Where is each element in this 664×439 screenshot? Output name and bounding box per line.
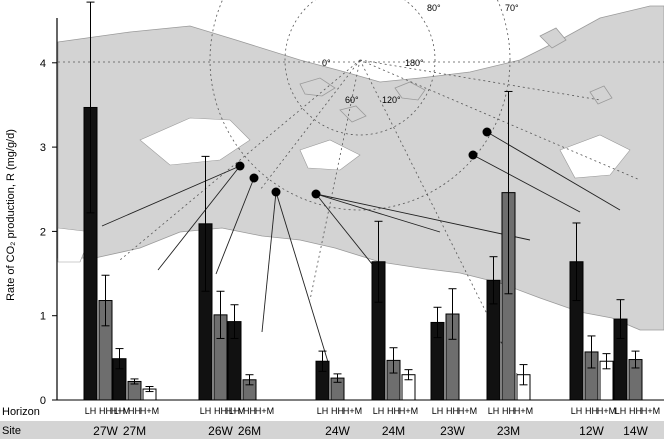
horizon-label: HH — [331, 406, 344, 416]
horizon-label: H+M — [597, 406, 616, 416]
meridian-line — [359, 59, 641, 181]
bars-layer — [83, 1, 643, 401]
horizon-label: H+M — [343, 406, 362, 416]
site-location-dot — [482, 127, 492, 137]
horizon-label: LH — [373, 406, 385, 416]
y-axis-label: Rate of CO₂ production, R (mg/g/d) — [5, 129, 17, 301]
site-label: 24M — [382, 424, 405, 438]
horizon-label: LH — [488, 406, 500, 416]
map-degree-label: 70° — [505, 3, 519, 13]
horizon-row-label: Horizon — [2, 406, 40, 418]
map-grid-lines: 0° 60° 120° 180° 80° 70° — [58, 0, 664, 381]
site-label: 23M — [497, 424, 520, 438]
water-body-1 — [139, 117, 251, 166]
site-label: 26W — [208, 424, 233, 438]
horizon-label: LH — [229, 406, 241, 416]
y-tick-label: 1 — [40, 311, 46, 323]
land-mass-5 — [589, 85, 613, 105]
site-location-dot — [311, 189, 321, 199]
meridian-line — [119, 59, 361, 261]
horizon-label: HH — [502, 406, 515, 416]
horizon-label: HH — [243, 406, 256, 416]
site-location-dot — [468, 150, 478, 160]
land-mass-6 — [539, 27, 567, 49]
site-label: 14W — [623, 424, 648, 438]
map-degree-label: 60° — [345, 95, 359, 105]
site-label: 27W — [93, 424, 118, 438]
horizon-label: LH — [114, 406, 126, 416]
horizon-label: H+M — [641, 406, 660, 416]
latitude-circle — [209, 0, 511, 211]
land-mass-4 — [339, 105, 367, 123]
site-label: 12W — [579, 424, 604, 438]
horizon-label: LH — [85, 406, 97, 416]
land-mass-3 — [299, 77, 336, 97]
map-degree-label: 80° — [427, 3, 441, 13]
site-leader-line — [486, 131, 621, 211]
site-row-label: Site — [2, 425, 21, 437]
map-degree-label: 180° — [405, 58, 424, 68]
site-label: 23W — [440, 424, 465, 438]
land-mass-2 — [394, 81, 426, 101]
water-body-2 — [299, 139, 361, 171]
horizon-label: H+M — [111, 406, 130, 416]
site-leader-line — [101, 165, 241, 227]
site-leader-line — [261, 191, 277, 333]
meridian-line — [359, 59, 601, 101]
horizon-label: H+M — [514, 406, 533, 416]
horizon-label: LH — [317, 406, 329, 416]
site-leader-line — [315, 193, 441, 233]
horizon-label: H+M — [255, 406, 274, 416]
horizon-label: LH — [200, 406, 212, 416]
horizon-label: LH — [571, 406, 583, 416]
horizon-label: HH — [629, 406, 642, 416]
horizon-label: H+M — [226, 406, 245, 416]
horizon-label: HH — [128, 406, 141, 416]
site-location-dot — [249, 173, 259, 183]
horizon-label: HH — [446, 406, 459, 416]
map-degree-label: 120° — [382, 95, 401, 105]
site-label: 26M — [238, 424, 261, 438]
site-row-band — [0, 421, 664, 439]
map-degree-label: 0° — [322, 58, 331, 68]
site-leader-line — [315, 193, 381, 275]
horizon-label: HH — [387, 406, 400, 416]
y-tick-label: 0 — [40, 395, 46, 407]
meridian-line — [259, 59, 361, 191]
horizon-label: LH — [432, 406, 444, 416]
y-tick-label: 2 — [40, 226, 46, 238]
y-axis: 0 1 2 3 4 Rate of CO₂ production, R (mg/g/d) — [5, 18, 664, 407]
latitude-circle — [284, 0, 436, 136]
water-body-3 — [559, 134, 631, 179]
site-leader-line — [157, 165, 241, 271]
horizon-label: HH — [585, 406, 598, 416]
site-location-dot — [271, 187, 281, 197]
site-label: 24W — [325, 424, 350, 438]
site-leader-line — [275, 191, 329, 363]
horizon-label: H+M — [399, 406, 418, 416]
site-location-dot — [235, 161, 245, 171]
horizon-label: H+M — [140, 406, 159, 416]
horizon-label: H+M — [458, 406, 477, 416]
site-leader-line — [215, 177, 255, 275]
horizon-label: HH — [99, 406, 112, 416]
horizon-label: LH — [615, 406, 627, 416]
site-label: 27M — [123, 424, 146, 438]
horizon-label: HH — [214, 406, 227, 416]
site-leader-line — [315, 193, 531, 241]
meridian-line — [309, 59, 361, 301]
y-tick-label: 3 — [40, 142, 46, 154]
site-leader-line — [472, 154, 581, 213]
y-tick-label: 4 — [40, 58, 46, 70]
